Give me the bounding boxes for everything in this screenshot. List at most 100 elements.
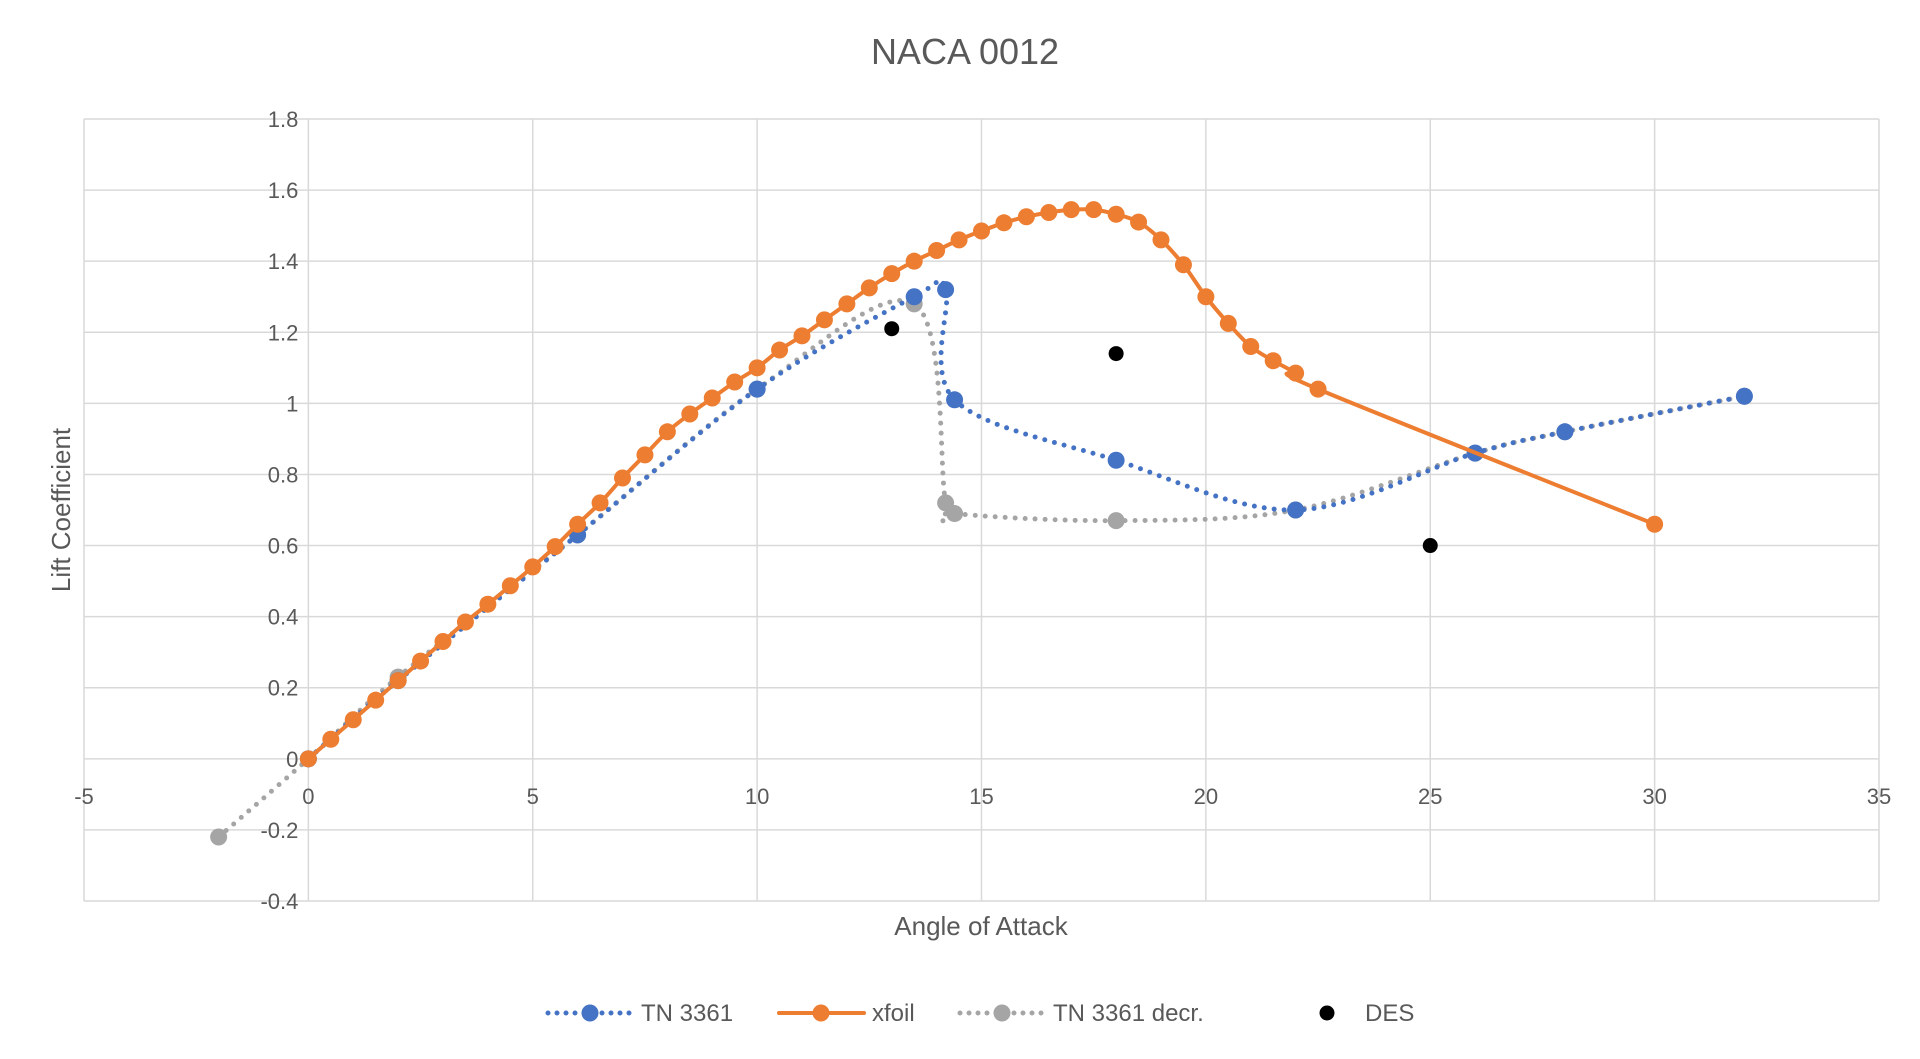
chart-title: NACA 0012 [871,31,1059,72]
xfoil-point [1174,256,1192,274]
legend-label: DES [1365,1000,1414,1027]
legend-label: xfoil [872,1000,915,1027]
grid [83,118,1880,902]
y-tick-label: 1 [286,391,298,416]
xfoil-point [636,446,654,464]
legend-marker [812,1004,830,1022]
xfoil-point [838,295,856,313]
xfoil-point [658,423,676,441]
legend: TN 3361 xfoil TN 3361 decr. DES [545,1000,1414,1027]
xfoil-point [928,242,946,260]
x-tick-label: -5 [74,784,94,809]
xfoil-point [1107,205,1125,223]
series-tn-3361 [299,277,1753,768]
xfoil-point [1197,288,1215,306]
x-tick-label: 30 [1642,784,1666,809]
y-tick-label: 1.8 [268,107,299,132]
legend-item-tn-3361: TN 3361 [545,1000,733,1027]
xfoil-point [1287,364,1305,382]
xfoil-point [299,750,317,768]
tn-3361-point [748,380,766,398]
series-xfoil [299,201,1664,768]
tn-3361-point [1556,423,1574,441]
xfoil-point [1062,201,1080,219]
tn-3361-point [946,391,964,409]
series-layer [210,201,1753,846]
des-point [1108,346,1124,362]
y-axis-title: Lift Coefficient [46,427,76,592]
xfoil-point [412,652,430,670]
tn-3361-point [1287,501,1305,519]
xfoil-point [501,577,519,595]
tn-3361-decr--point [946,505,964,523]
xfoil-point [1152,231,1170,249]
tn-3361-point [937,281,955,299]
xfoil-point [815,311,833,329]
xfoil-point [479,595,497,613]
xfoil-point [322,730,340,748]
y-tick-label: 1.4 [268,249,299,274]
xfoil-point [681,405,699,423]
legend-label: TN 3361 [641,1000,733,1027]
y-tick-label: 0 [286,747,298,772]
x-tick-label: 5 [527,784,539,809]
xfoil-point [995,214,1013,232]
y-tick-label: 1.2 [268,320,299,345]
xfoil-point [1085,201,1103,219]
xfoil-point [1646,515,1664,533]
legend-item-xfoil: xfoil [777,1000,915,1027]
xfoil-point [367,691,385,709]
xfoil-point [1242,337,1260,355]
legend-item-des: DES [1319,1000,1414,1027]
xfoil-point [1264,352,1282,370]
x-tick-label: 20 [1194,784,1218,809]
xfoil-point [726,373,744,391]
series-des [884,321,1438,554]
legend-marker [581,1004,599,1022]
y-tick-label: 0.2 [268,676,299,701]
x-tick-label: 35 [1867,784,1891,809]
xfoil-point [569,515,587,533]
legend-marker [1319,1005,1335,1021]
xfoil-point [524,558,542,576]
xfoil-point [546,538,564,556]
y-tick-label: 1.6 [268,178,299,203]
legend-label: TN 3361 decr. [1053,1000,1204,1027]
xfoil-point [883,265,901,283]
x-tick-label: 10 [745,784,769,809]
xfoil-point [344,711,362,729]
xfoil-point [748,359,766,377]
xfoil-point [973,222,990,240]
xfoil-point [1017,208,1035,226]
xfoil-point [860,279,878,297]
tn-3361-point [1735,387,1753,405]
tn-3361-decr--point [210,828,228,846]
x-tick-label: 0 [302,784,314,809]
y-tick-label: -0.4 [260,889,298,914]
legend-marker [993,1004,1011,1022]
y-tick-label: -0.2 [260,818,298,843]
xfoil-point [1219,314,1237,332]
x-tick-label: 25 [1418,784,1442,809]
xfoil-point [905,252,923,270]
tick-labels: -0.4-0.200.20.40.60.811.21.41.61.8-5 0 5 10… [74,107,1891,914]
x-tick-label: 15 [969,784,993,809]
xfoil-point [456,613,474,631]
xfoil-point [950,231,968,249]
tn-3361-point [905,288,923,306]
xfoil-point [434,633,452,651]
tn-3361-point [1107,451,1125,469]
des-point [1422,538,1438,554]
xfoil-point [793,327,811,345]
y-tick-label: 0.6 [268,534,299,559]
legend-item-tn-3361-decr-: TN 3361 decr. [957,1000,1204,1027]
xfoil-point [1040,203,1058,221]
xfoil-point [614,469,631,487]
y-tick-label: 0.8 [268,462,299,487]
xfoil-point [1309,380,1327,398]
xfoil-point [389,672,407,690]
xfoil-point [1130,213,1148,231]
xfoil-point [591,494,609,512]
x-axis-title: Angle of Attack [894,911,1068,941]
